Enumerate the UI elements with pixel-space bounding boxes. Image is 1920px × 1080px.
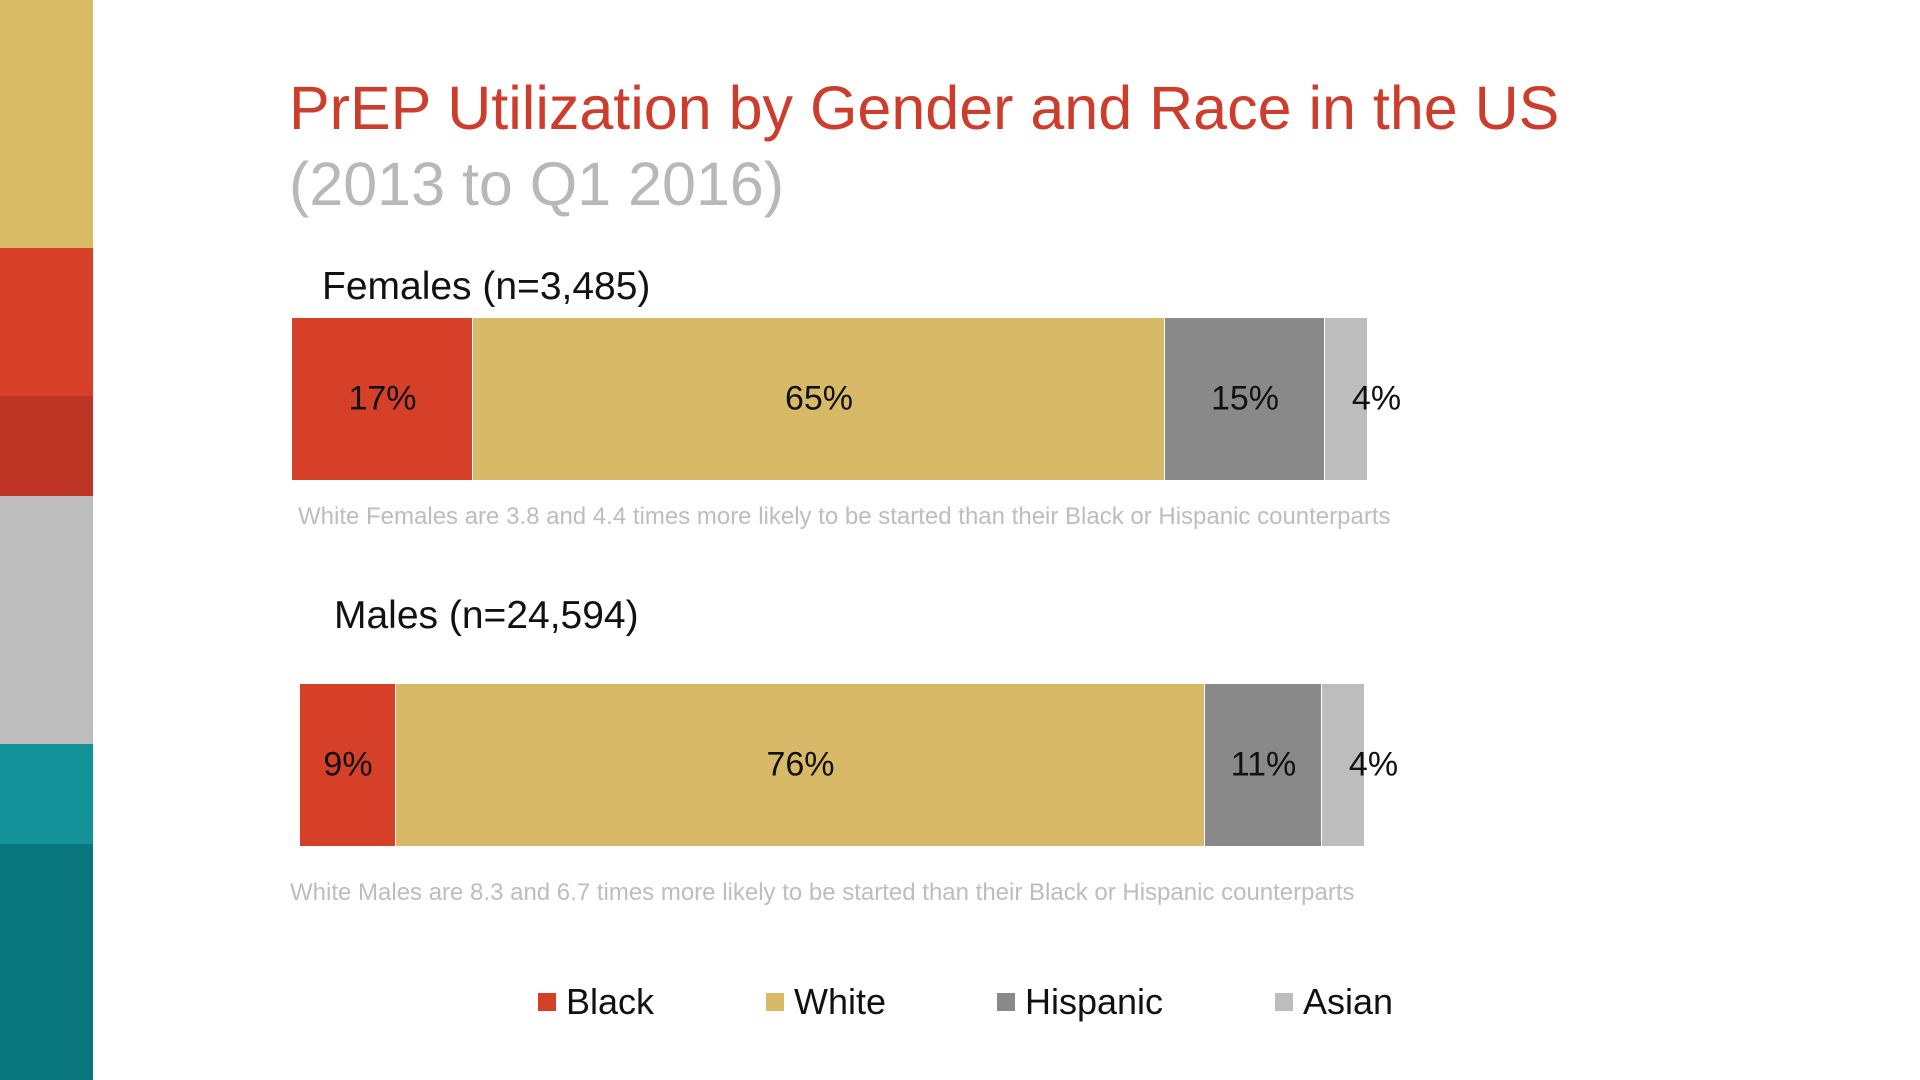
- males-chart-title: Males (n=24,594): [334, 594, 639, 637]
- decorative-sidebar: [0, 0, 93, 1080]
- sidebar-stripe-dark-red: [0, 396, 93, 496]
- females-annotation: White Females are 3.8 and 4.4 times more…: [298, 503, 1391, 530]
- females-data-label-asian: 4%: [1351, 379, 1402, 418]
- females-data-label-white: 65%: [784, 379, 854, 418]
- sidebar-stripe-red: [0, 248, 93, 396]
- legend-swatch-asian: [1275, 993, 1293, 1011]
- legend-item-asian: Asian: [1275, 978, 1393, 1026]
- legend-swatch-black: [538, 993, 556, 1011]
- legend-swatch-white: [766, 993, 784, 1011]
- males-data-label-hispanic: 11%: [1230, 745, 1297, 784]
- legend-item-white: White: [766, 978, 886, 1026]
- females-data-label-black: 17%: [348, 379, 417, 418]
- females-stacked-bar: 17% 65% 15% 4%: [292, 318, 1401, 480]
- males-bar-segment-black: 9%: [300, 684, 396, 846]
- sidebar-stripe-gold: [0, 0, 93, 248]
- sidebar-stripe-gray: [0, 496, 93, 744]
- males-data-label-white: 76%: [766, 745, 835, 784]
- legend-label-asian: Asian: [1303, 981, 1394, 1022]
- males-annotation: White Males are 8.3 and 6.7 times more l…: [290, 879, 1355, 906]
- sidebar-stripe-teal: [0, 744, 93, 844]
- females-data-label-hispanic: 15%: [1210, 379, 1280, 418]
- males-bar-segment-white: 76%: [396, 684, 1205, 846]
- legend-label-white: White: [794, 981, 887, 1022]
- page-title: PrEP Utilization by Gender and Race in t…: [289, 74, 1560, 142]
- females-bar-segment-white: 65%: [473, 318, 1165, 480]
- legend-label-black: Black: [566, 981, 655, 1022]
- males-stacked-bar: 9% 76% 11% 4%: [300, 684, 1398, 846]
- males-data-label-black: 9%: [323, 745, 373, 784]
- females-bar-segment-hispanic: 15%: [1165, 318, 1325, 480]
- females-chart-title: Females (n=3,485): [322, 265, 651, 308]
- males-bar-segment-asian: 4%: [1322, 684, 1398, 846]
- males-bar-segment-hispanic: 11%: [1205, 684, 1322, 846]
- males-data-label-asian: 4%: [1348, 745, 1399, 784]
- page-subtitle: (2013 to Q1 2016): [289, 150, 785, 218]
- legend-swatch-hispanic: [997, 993, 1015, 1011]
- females-bar-segment-asian: 4%: [1325, 318, 1401, 480]
- legend-label-hispanic: Hispanic: [1025, 981, 1164, 1022]
- sidebar-stripe-dark-teal: [0, 844, 93, 1080]
- females-bar-segment-black: 17%: [292, 318, 473, 480]
- chart-legend: Black White Hispanic Asian: [0, 978, 1920, 1026]
- legend-item-black: Black: [538, 978, 654, 1026]
- legend-item-hispanic: Hispanic: [997, 978, 1163, 1026]
